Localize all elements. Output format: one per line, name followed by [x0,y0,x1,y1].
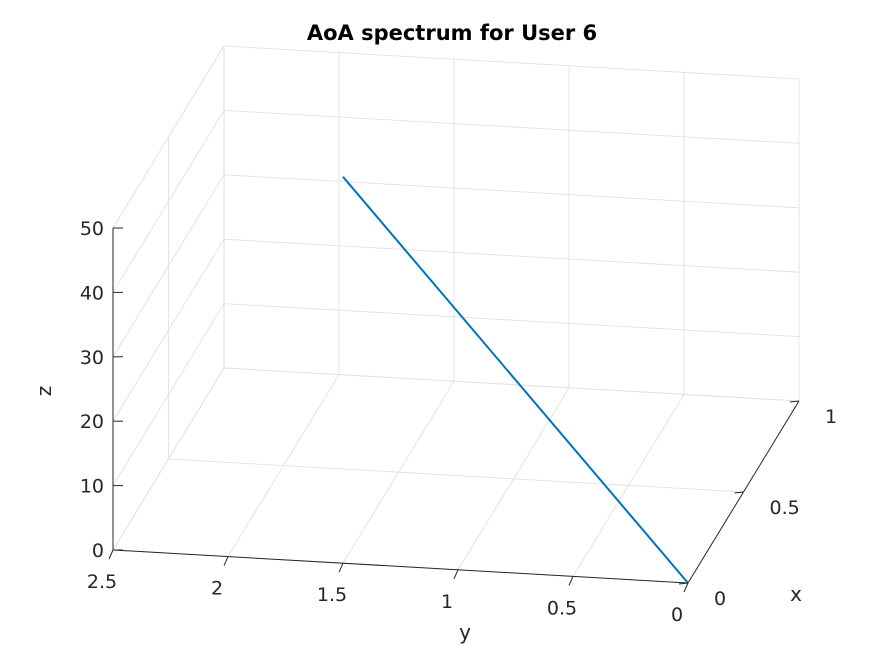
y-axis-line [112,549,689,584]
y-tick-label: 0 [671,604,683,626]
grid-lines [112,45,800,584]
grid-line [457,387,570,571]
x-tick-mark [734,491,744,494]
x-axis-label: x [790,582,802,606]
grid-line [112,45,225,229]
grid-line [572,394,685,577]
x-tick-mark [789,400,800,403]
chart-title: AoA spectrum for User 6 [307,21,597,45]
z-axis-label: z [32,386,56,397]
y-tick-mark [683,582,689,593]
y-tick-label: 0.5 [547,597,577,619]
grid-line [223,110,800,144]
y-tick-mark [568,576,574,586]
x-tick-label: 0 [714,588,726,610]
grid-line [342,380,455,564]
z-tick-label: 0 [92,540,104,562]
y-tick-label: 1 [441,591,453,613]
grid-line [223,238,800,273]
grid-line [168,458,744,493]
z-tick-label: 30 [80,347,104,369]
grid-line [112,238,225,422]
grid-line [223,367,800,402]
grid-line [223,303,800,337]
y-tick-mark [108,549,114,560]
y-tick-mark [453,569,459,580]
grid-line [112,110,225,293]
z-tick-label: 10 [80,476,104,498]
x-tick-label: 1 [825,406,837,428]
axes-frame [112,228,800,584]
y-tick-label: 2.5 [87,571,117,593]
x-tick-label: 0.5 [770,497,800,519]
y-tick-label: 2 [211,578,223,600]
grid-line [223,174,800,209]
y-tick-label: 1.5 [317,584,347,606]
y-tick-mark [338,562,344,573]
grid-line [112,174,225,358]
series-layer [342,176,689,584]
grid-line [227,374,340,557]
z-tick-label: 40 [80,282,104,304]
x-tick-mark [678,582,689,585]
grid-line [112,367,225,551]
series-line [342,176,689,584]
z-tick-label: 20 [80,411,104,433]
grid-line [112,303,225,486]
y-axis-label: y [459,620,471,644]
y-tick-mark [223,556,229,566]
z-tick-label: 50 [80,218,104,240]
grid-line [223,45,800,80]
